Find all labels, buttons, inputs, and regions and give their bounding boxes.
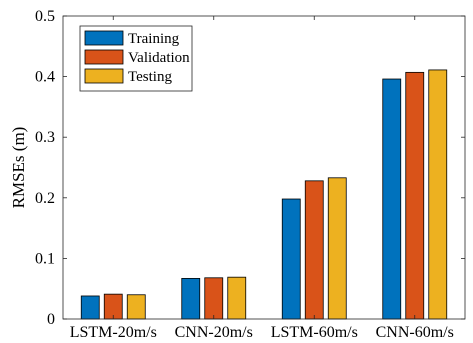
bar-testing-3 — [428, 69, 448, 320]
bar-training-2 — [281, 198, 301, 320]
axes-group — [62, 15, 466, 320]
legend-label-validation: Validation — [128, 50, 190, 66]
bar-validation-3 — [405, 71, 425, 320]
legend: Training Validation Testing — [79, 25, 193, 92]
bar-validation-2 — [304, 180, 324, 320]
y-tick-label: 0.2 — [35, 190, 55, 207]
bar-validation-1 — [204, 277, 224, 320]
legend-swatch-testing — [84, 68, 124, 84]
legend-swatch-validation — [84, 49, 124, 65]
legend-label-testing: Testing — [128, 69, 172, 85]
bar-training-3 — [382, 78, 402, 320]
x-tick-label: LSTM-60m/s — [271, 324, 358, 341]
x-tick-label: CNN-60m/s — [376, 324, 454, 341]
bar-testing-1 — [227, 276, 247, 320]
legend-label-training: Training — [128, 31, 180, 47]
y-tick-label: 0.5 — [35, 8, 55, 25]
y-ticks-group: 0 0.1 0.2 0.3 0.4 0.5 — [35, 8, 465, 328]
x-tick-label: CNN-20m/s — [175, 324, 253, 341]
y-tick-label: 0.4 — [35, 69, 55, 86]
y-tick-label: 0.3 — [35, 129, 55, 146]
x-tick-label: LSTM-20m/s — [70, 324, 157, 341]
bar-training-1 — [181, 277, 201, 320]
bar-training-0 — [80, 295, 100, 320]
y-tick-label: 0 — [47, 311, 55, 328]
y-axis-label: RMSEs (m) — [9, 127, 28, 209]
axes-box — [62, 15, 466, 320]
legend-swatch-training — [84, 30, 124, 46]
bar-testing-0 — [126, 294, 146, 320]
x-ticks-group: LSTM-20m/s CNN-20m/s LSTM-60m/s CNN-60m/s — [70, 16, 454, 341]
bar-testing-2 — [327, 177, 347, 320]
y-tick-label: 0.1 — [35, 250, 55, 267]
